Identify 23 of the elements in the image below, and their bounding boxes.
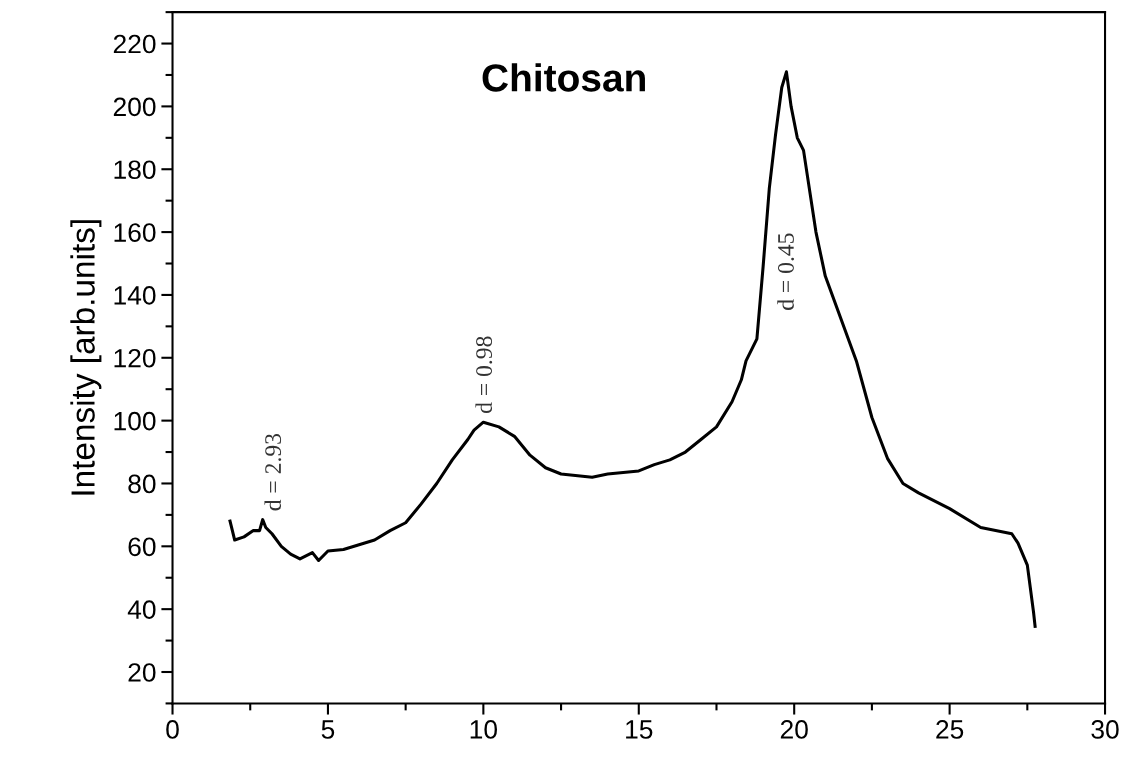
text: Chitosan xyxy=(482,63,645,92)
y-tick-label: 60 xyxy=(128,537,156,557)
x-tick-label: 15 xyxy=(626,720,653,739)
x-tick-label: 5 xyxy=(321,720,335,739)
y-tick-label: 120 xyxy=(114,348,156,368)
y-tick-label: 80 xyxy=(128,474,156,494)
y-tick-label: 40 xyxy=(127,600,156,619)
annotation: d = 2.93 xyxy=(264,433,282,511)
y-tick-label: 200 xyxy=(113,97,156,117)
y-axis-title: Intensity [arb.units] xyxy=(70,220,102,495)
y-tick-label: 180 xyxy=(114,160,156,180)
x-tick-label: 30 xyxy=(1091,720,1119,739)
y-tick-label: 140 xyxy=(114,286,156,305)
annotation: d = 0.45 xyxy=(777,233,794,310)
y-tick-label: 100 xyxy=(114,411,156,431)
x-tick-label: 0 xyxy=(166,720,179,739)
y-tick-label: 160 xyxy=(114,223,156,242)
x-tick-label: 10 xyxy=(470,720,497,739)
x-tick-label: 25 xyxy=(936,720,964,739)
x-tick-label: 20 xyxy=(780,720,808,739)
y-tick-label: 220 xyxy=(113,34,156,54)
annotation: d = 0.98 xyxy=(475,336,493,414)
y-tick-label: 20 xyxy=(128,663,156,682)
